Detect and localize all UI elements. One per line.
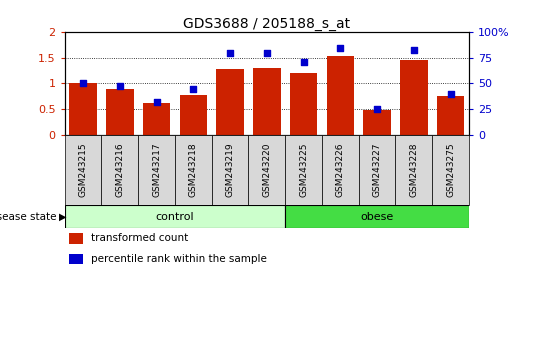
Text: GSM243227: GSM243227 <box>372 143 382 197</box>
Bar <box>65 135 101 205</box>
Text: disease state: disease state <box>0 212 59 222</box>
Bar <box>322 135 358 205</box>
Point <box>152 99 161 104</box>
Point <box>189 86 198 92</box>
Text: GSM243215: GSM243215 <box>79 143 87 197</box>
Bar <box>143 103 170 135</box>
Bar <box>363 110 391 135</box>
Text: obese: obese <box>361 212 393 222</box>
Point <box>226 51 234 56</box>
Text: GSM243219: GSM243219 <box>225 143 234 197</box>
Bar <box>65 205 285 228</box>
Text: control: control <box>156 212 194 222</box>
Text: percentile rank within the sample: percentile rank within the sample <box>91 254 267 264</box>
Bar <box>358 135 396 205</box>
Text: transformed count: transformed count <box>91 233 188 244</box>
Text: GSM243275: GSM243275 <box>446 143 455 197</box>
Title: GDS3688 / 205188_s_at: GDS3688 / 205188_s_at <box>183 17 350 31</box>
Bar <box>437 96 464 135</box>
Text: GSM243225: GSM243225 <box>299 143 308 197</box>
Bar <box>179 95 207 135</box>
Bar <box>138 135 175 205</box>
Bar <box>396 135 432 205</box>
Bar <box>248 135 285 205</box>
Text: GSM243228: GSM243228 <box>409 143 418 197</box>
Text: GSM243226: GSM243226 <box>336 143 345 197</box>
Point <box>446 92 455 97</box>
Point <box>299 59 308 64</box>
Bar <box>69 233 83 244</box>
Point <box>336 45 344 51</box>
Bar <box>327 56 354 135</box>
Bar <box>285 205 469 228</box>
Bar <box>432 135 469 205</box>
Bar <box>69 254 83 264</box>
Bar <box>400 59 427 135</box>
Bar <box>253 68 281 135</box>
Bar <box>70 83 97 135</box>
Text: GSM243217: GSM243217 <box>152 143 161 197</box>
Bar <box>106 89 134 135</box>
Point <box>79 80 87 86</box>
Text: GSM243218: GSM243218 <box>189 143 198 197</box>
Bar <box>290 73 317 135</box>
Bar <box>175 135 212 205</box>
Text: ▶: ▶ <box>59 212 67 222</box>
Point <box>410 47 418 53</box>
Text: GSM243216: GSM243216 <box>115 143 125 197</box>
Bar <box>216 69 244 135</box>
Point <box>262 51 271 56</box>
Bar <box>285 135 322 205</box>
Point <box>115 84 124 89</box>
Bar <box>101 135 138 205</box>
Text: GSM243220: GSM243220 <box>262 143 271 197</box>
Point <box>373 106 382 112</box>
Bar <box>212 135 248 205</box>
